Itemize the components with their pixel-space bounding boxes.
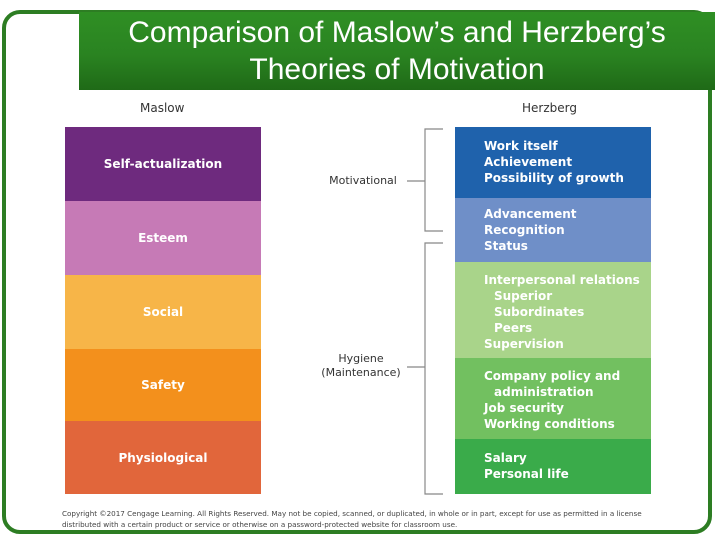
herzberg-group-hygiene-policy: Company policy and administration Job se… [455, 358, 651, 439]
herzberg-factor: Achievement [484, 155, 573, 169]
hygiene-bracket [424, 242, 443, 495]
maslow-level-social: Social [65, 275, 261, 349]
herzberg-factor: Company policy and [484, 369, 621, 383]
maslow-level-self-actualization: Self-actualization [65, 127, 261, 201]
herzberg-factor: Working conditions [484, 417, 615, 431]
slide-title: Comparison of Maslow’s and Herzberg’s Th… [128, 16, 666, 86]
hygiene-label: Hygiene (Maintenance) [321, 352, 401, 379]
maslow-level-physiological: Physiological [65, 421, 261, 494]
herzberg-factor: Personal life [484, 467, 569, 481]
herzberg-group-motivators-status: Advancement Recognition Status [455, 198, 651, 262]
herzberg-factor: Job security [484, 401, 565, 415]
herzberg-factor: Subordinates [494, 305, 585, 319]
herzberg-factor: Superior [494, 289, 553, 303]
herzberg-factor: Recognition [484, 223, 565, 237]
maslow-level-label: Safety [141, 378, 185, 392]
maslow-level-label: Esteem [138, 231, 188, 245]
herzberg-group-motivators-core: Work itself Achievement Possibility of g… [455, 127, 651, 198]
herzberg-header: Herzberg [522, 101, 577, 115]
title-bar [79, 12, 715, 90]
herzberg-factor: Possibility of growth [484, 171, 624, 185]
herzberg-factor: Salary [484, 451, 527, 465]
maslow-level-safety: Safety [65, 349, 261, 421]
herzberg-factor: Peers [494, 321, 533, 335]
herzberg-factor: Status [484, 239, 528, 253]
maslow-level-esteem: Esteem [65, 201, 261, 275]
herzberg-factor: Advancement [484, 207, 577, 221]
maslow-header: Maslow [140, 101, 185, 115]
copyright-notice: Copyright ©2017 Cengage Learning. All Ri… [62, 509, 642, 529]
herzberg-group-hygiene-relations: Interpersonal relations Superior Subordi… [455, 262, 651, 358]
motivational-bracket [424, 128, 443, 232]
herzberg-factor: Work itself [484, 139, 558, 153]
herzberg-group-hygiene-pay: Salary Personal life [455, 439, 651, 494]
herzberg-factor: Interpersonal relations [484, 273, 640, 287]
maslow-level-label: Social [142, 305, 184, 319]
herzberg-factor: administration [494, 385, 594, 399]
maslow-level-label: Physiological [118, 450, 208, 465]
motivational-label: Motivational [329, 174, 397, 187]
herzberg-factor: Supervision [484, 337, 564, 351]
maslow-level-label: Self-actualization [103, 157, 223, 171]
